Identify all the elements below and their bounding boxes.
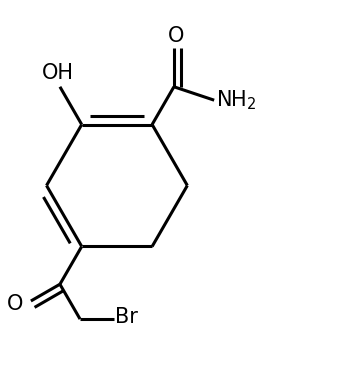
Text: O: O <box>167 26 184 46</box>
Text: Br: Br <box>115 308 138 327</box>
Text: OH: OH <box>42 63 74 83</box>
Text: O: O <box>7 294 24 314</box>
Text: NH$_2$: NH$_2$ <box>216 88 256 112</box>
